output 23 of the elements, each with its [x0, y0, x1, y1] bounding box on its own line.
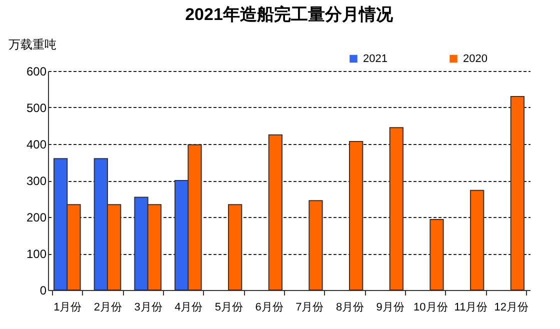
legend-label: 2020	[463, 52, 488, 65]
x-tick-label: 3月份	[134, 302, 162, 314]
x-tick-label: 7月份	[296, 302, 324, 314]
x-tick-label: 10月份	[414, 302, 448, 314]
y-tick-label: 200	[26, 210, 47, 224]
x-tick-label: 11月份	[454, 302, 488, 314]
y-tick-label: 600	[26, 64, 47, 78]
y-tick-label: 500	[26, 101, 47, 115]
x-tick-label: 12月份	[494, 302, 528, 314]
legend-label: 2021	[363, 52, 388, 65]
x-tick-label: 5月份	[214, 302, 244, 314]
chart-title: 2021年造船完工量分月情况	[185, 5, 394, 24]
y-tick-label: 300	[26, 174, 47, 188]
y-tick-label: 400	[26, 138, 47, 152]
y-tick-label: 0	[40, 284, 47, 298]
x-tick-label: 2月份	[94, 302, 122, 314]
x-tick-label: 9月份	[376, 302, 404, 314]
x-tick-label: 4月份	[174, 302, 203, 314]
x-tick-label: 8月份	[336, 302, 364, 314]
y-tick-label: 100	[26, 247, 47, 261]
x-tick-label: 6月份	[255, 302, 284, 314]
x-tick-label: 1月份	[54, 302, 82, 314]
y-axis-title: 万载重吨	[8, 38, 56, 52]
